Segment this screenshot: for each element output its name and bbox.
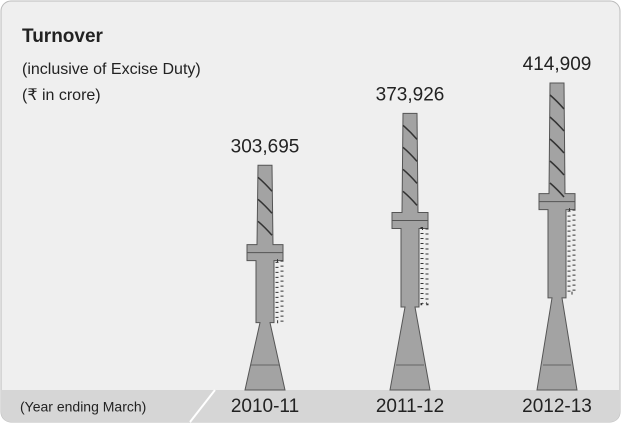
x-tick-label: 2012-13 [522, 396, 592, 417]
value-label: 303,695 [231, 136, 300, 157]
x-tick-label: 2011-12 [376, 396, 444, 417]
x-axis-note: (Year ending March) [20, 399, 146, 415]
value-label: 414,909 [523, 54, 592, 75]
chart: Turnover (inclusive of Excise Duty) (₹ i… [0, 0, 621, 423]
chart-title: Turnover [22, 26, 104, 47]
x-tick-label: 2010-11 [231, 396, 299, 417]
chart-subtitle: (inclusive of Excise Duty) [22, 61, 201, 78]
value-label: 373,926 [376, 84, 445, 105]
chart-subtitle: (₹ in crore) [22, 87, 101, 104]
